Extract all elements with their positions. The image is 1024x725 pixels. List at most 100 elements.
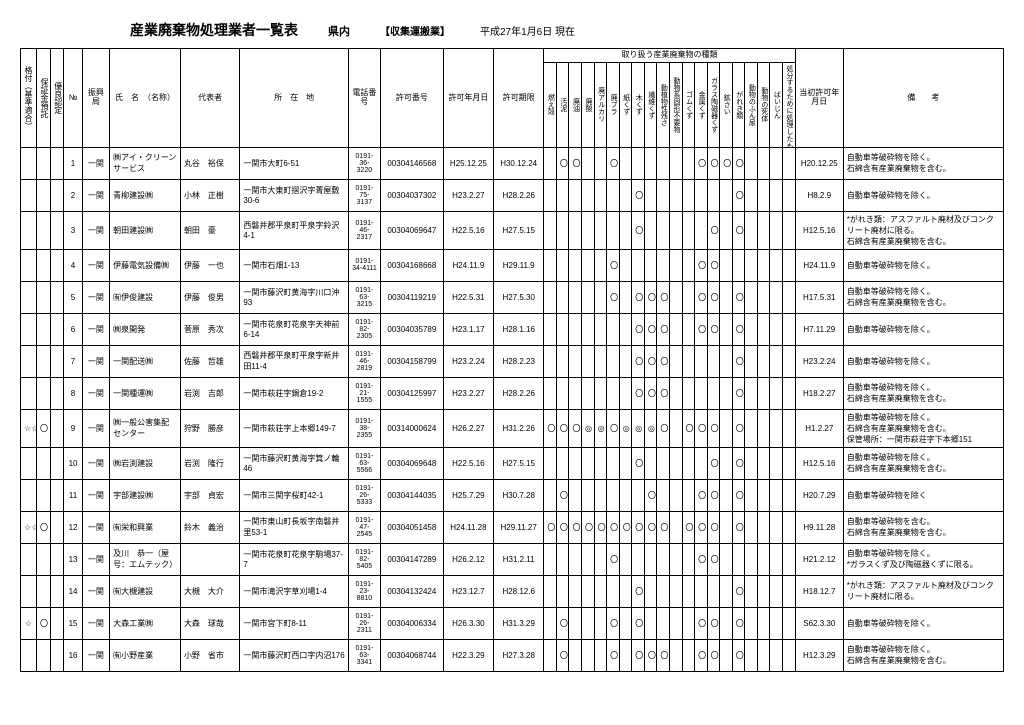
waste-cell <box>556 281 569 313</box>
no-cell: 13 <box>64 543 82 575</box>
tel-cell: 0191-23-8810 <box>348 575 380 607</box>
waste-cell <box>745 511 758 543</box>
waste-cell <box>783 179 796 211</box>
waste-cell: 〇 <box>707 511 720 543</box>
waste-cell: 〇 <box>682 511 695 543</box>
waste-cell: 〇 <box>657 639 670 671</box>
waste-cell: 〇 <box>695 147 708 179</box>
permit-no-cell: 00304069648 <box>380 447 443 479</box>
waste-type-header: 廃酸 <box>582 62 595 147</box>
excellent-cell <box>50 575 64 607</box>
waste-cell <box>783 447 796 479</box>
waste-cell <box>745 639 758 671</box>
waste-cell: 〇 <box>632 179 645 211</box>
waste-cell: 〇 <box>695 511 708 543</box>
name-cell: 宇部建設㈱ <box>110 479 181 511</box>
waste-cell <box>720 447 733 479</box>
col-permit-no: 許可番号 <box>380 49 443 148</box>
waste-cell <box>770 179 783 211</box>
waste-cell <box>669 479 682 511</box>
bureau-cell: 一関 <box>82 377 109 409</box>
waste-cell <box>544 281 557 313</box>
tel-cell: 0191-21-1555 <box>348 377 380 409</box>
name-cell: 一関種運㈱ <box>110 377 181 409</box>
addr-cell: 一関市花泉町花泉字駒場37-7 <box>240 543 349 575</box>
waste-cell <box>669 447 682 479</box>
waste-cell <box>783 639 796 671</box>
first-date-cell: S62.3.30 <box>795 607 843 639</box>
waste-cell <box>657 147 670 179</box>
table-row: 10一関㈱岩渕建設岩渕 隆行一関市藤沢町黄海字箕ノ輪460191-63-5566… <box>21 447 1004 479</box>
waste-cell: ◎ <box>594 409 607 447</box>
waste-cell: 〇 <box>695 281 708 313</box>
waste-cell <box>745 345 758 377</box>
waste-cell <box>582 607 595 639</box>
waste-cell <box>582 281 595 313</box>
table-row: 3一関朝田建設㈱朝田 豪西磐井郡平泉町平泉字鈴沢4-10191-46-23170… <box>21 211 1004 249</box>
waste-cell: 〇 <box>556 607 569 639</box>
table-row: 13一関及川 恭一（屋号：エムテック）一関市花泉町花泉字駒場37-70191-8… <box>21 543 1004 575</box>
waste-cell <box>607 479 620 511</box>
waste-cell <box>594 639 607 671</box>
table-row: 8一関一関種運㈱岩渕 吉郎一関市萩荘字鍋倉19-20191-21-1555003… <box>21 377 1004 409</box>
no-cell: 10 <box>64 447 82 479</box>
waste-cell <box>569 447 582 479</box>
waste-cell <box>770 447 783 479</box>
addr-cell: 一関市宮下町8-11 <box>240 607 349 639</box>
permit-date-cell: H22.3.29 <box>443 639 493 671</box>
waste-cell <box>607 377 620 409</box>
waste-cell <box>544 639 557 671</box>
waste-cell <box>720 409 733 447</box>
waste-cell <box>745 249 758 281</box>
waste-cell <box>757 281 770 313</box>
permit-exp-cell: H31.2.26 <box>494 409 544 447</box>
no-cell: 14 <box>64 575 82 607</box>
permit-date-cell: H26.2.27 <box>443 409 493 447</box>
addr-cell: 一関市石畑1-13 <box>240 249 349 281</box>
table-row: 2一関青柳建設㈱小林 正樹一関市大東町摺沢字菁屋敷30-60191-75-313… <box>21 179 1004 211</box>
tel-cell: 0191-38-2355 <box>348 409 380 447</box>
waste-cell <box>757 575 770 607</box>
no-cell: 8 <box>64 377 82 409</box>
no-cell: 3 <box>64 211 82 249</box>
waste-cell: 〇 <box>607 147 620 179</box>
no-cell: 12 <box>64 511 82 543</box>
waste-cell <box>644 447 657 479</box>
table-row: 6一関㈱泉開発菅原 秀次一関市花泉町花泉字天神前6-140191-82-2305… <box>21 313 1004 345</box>
waste-cell: 〇 <box>632 345 645 377</box>
addr-cell: 一関市滝沢字草刈場1-4 <box>240 575 349 607</box>
no-cell: 11 <box>64 479 82 511</box>
waste-cell: 〇 <box>732 281 745 313</box>
waste-cell <box>707 575 720 607</box>
waste-cell: 〇 <box>607 639 620 671</box>
permit-date-cell: H24.11.28 <box>443 511 493 543</box>
deposit-cell <box>36 313 50 345</box>
waste-cell <box>569 211 582 249</box>
waste-cell <box>619 575 632 607</box>
waste-cell <box>783 281 796 313</box>
waste-cell <box>720 211 733 249</box>
waste-cell <box>707 377 720 409</box>
name-cell: ㈱岩渕建設 <box>110 447 181 479</box>
waste-cell <box>757 377 770 409</box>
waste-cell <box>619 179 632 211</box>
waste-cell <box>544 479 557 511</box>
waste-cell: 〇 <box>720 147 733 179</box>
waste-type-header: ガラス陶磁器くず <box>707 62 720 147</box>
bureau-cell: 一関 <box>82 409 109 447</box>
waste-type-header: がれき類 <box>732 62 745 147</box>
col-addr: 所 在 地 <box>240 49 349 148</box>
waste-cell <box>582 575 595 607</box>
first-date-cell: H1.2.27 <box>795 409 843 447</box>
waste-cell <box>619 281 632 313</box>
waste-cell <box>569 313 582 345</box>
waste-cell <box>745 607 758 639</box>
waste-cell <box>745 211 758 249</box>
waste-cell: 〇 <box>657 281 670 313</box>
permit-no-cell: 00304146568 <box>380 147 443 179</box>
waste-cell: 〇 <box>632 447 645 479</box>
tel-cell: 0191-63-5566 <box>348 447 380 479</box>
rep-cell <box>180 543 239 575</box>
no-cell: 15 <box>64 607 82 639</box>
rank-cell <box>21 281 37 313</box>
